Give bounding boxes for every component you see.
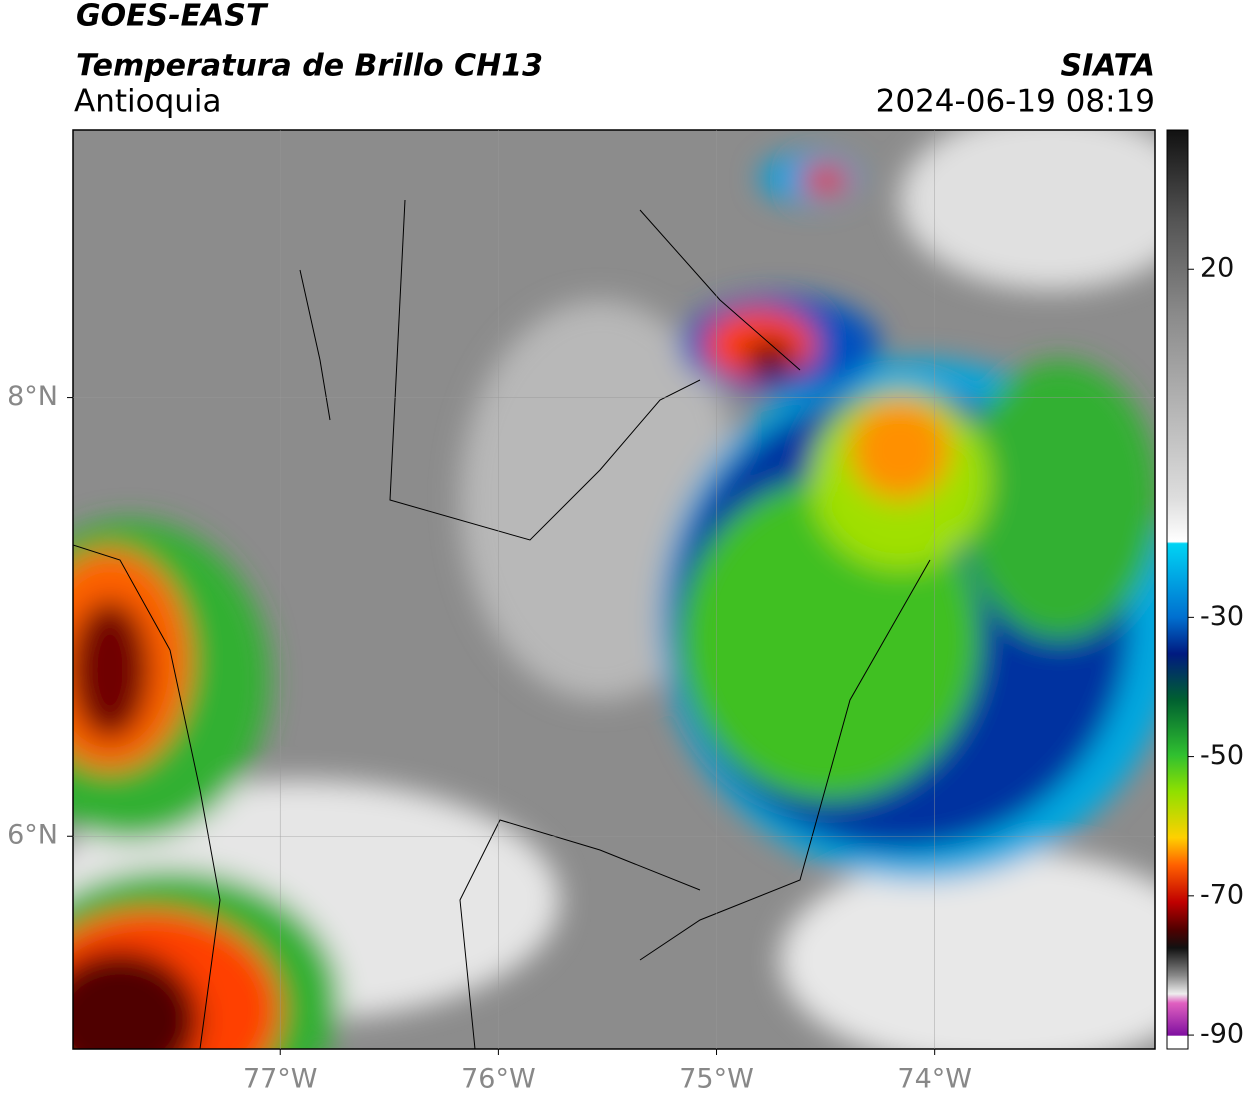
y-tick-label: 6°N: [7, 820, 58, 851]
product: Temperatura de Brillo CH13: [76, 49, 543, 84]
x-tick-label: 77°W: [243, 1064, 318, 1095]
frame: [72, 129, 1156, 1050]
colorbar-tick-label: -70: [1200, 879, 1244, 910]
colorbar-tick-label: -30: [1200, 601, 1244, 632]
imagery: [73, 130, 1155, 1049]
colorbar-tick-label: -50: [1200, 740, 1244, 771]
x-tick-label: 75°W: [679, 1064, 754, 1095]
datetime: 2024-06-19 08:19: [876, 84, 1155, 120]
y-tick-label: 8°N: [7, 381, 58, 412]
colorbar-tick-label: -90: [1200, 1019, 1244, 1050]
x-tick-label: 74°W: [897, 1064, 972, 1095]
satellite: GOES-EAST: [76, 0, 269, 34]
source: SIATA: [1061, 49, 1155, 84]
colorbar-tick-label: 20: [1200, 253, 1234, 284]
region: Antioquia: [74, 84, 222, 120]
colorbar: [1166, 129, 1189, 1050]
x-tick-label: 76°W: [461, 1064, 536, 1095]
